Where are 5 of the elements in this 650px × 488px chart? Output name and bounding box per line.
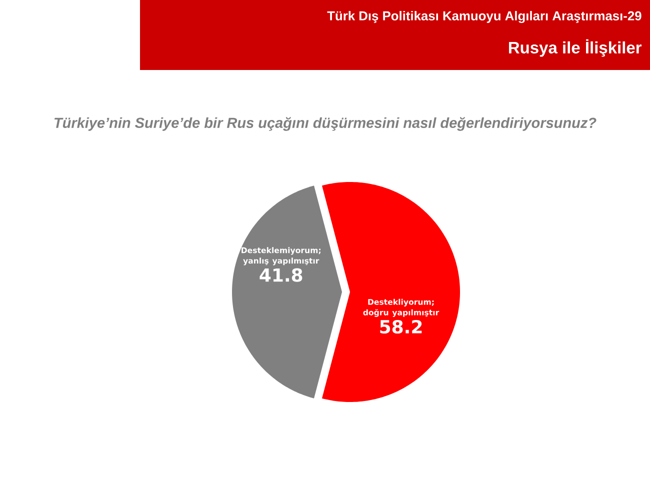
data-label: 58.2 [380, 320, 422, 334]
text: Rusya ile İlişkiler [508, 39, 642, 57]
text: Türk Dış Politikası Kamuoyu Algıları Araştırması-29 [327, 10, 642, 24]
data-label: 41.8 [260, 268, 302, 282]
chart-title: Türkiye’nin Suriye’de bir Rus uçağını düşürmesini nasıl değerlendiriyorsunuz? [54, 117, 596, 131]
